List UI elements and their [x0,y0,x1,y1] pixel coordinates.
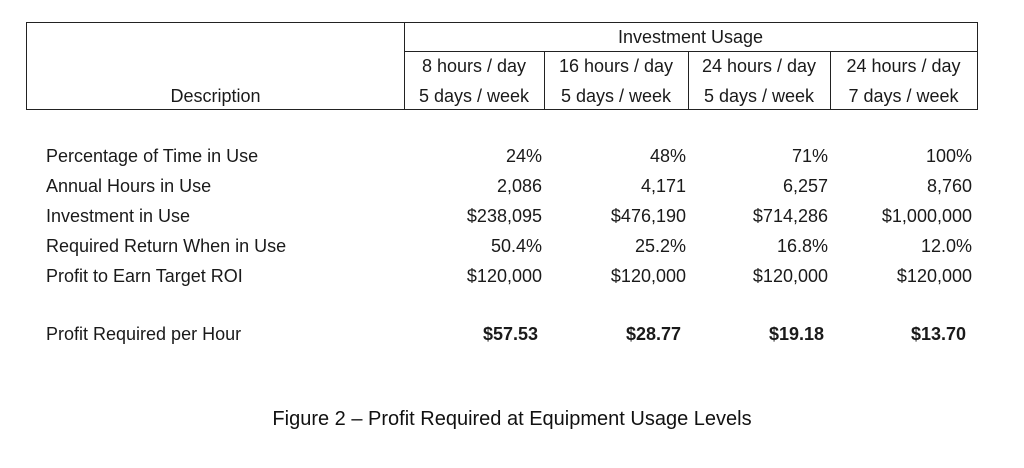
header-divider [544,52,545,109]
column-header-line2: 5 days / week [418,86,530,106]
header-divider [688,52,689,109]
cell-value: $714,286 [752,206,828,226]
column-header-line1: 24 hours / day [846,56,961,76]
description-header: Description [170,86,261,106]
row-label: Profit to Earn Target ROI [46,266,243,286]
header-divider [830,52,831,109]
column-header-line1: 16 hours / day [558,56,674,76]
table-row: Percentage of Time in Use 24% 48% 71% 10… [0,143,1024,169]
group-header: Investment Usage [617,27,764,47]
cell-value: 2,086 [496,176,542,196]
cell-value: $120,000 [896,266,972,286]
cell-value: $476,190 [610,206,686,226]
header-rule [404,51,977,52]
cell-value: $120,000 [610,266,686,286]
column-header-line1: 24 hours / day [701,56,817,76]
row-label: Annual Hours in Use [46,176,212,196]
header-divider [404,23,405,109]
table-row: Annual Hours in Use 2,086 4,171 6,257 8,… [0,173,1024,199]
cell-value: 8,760 [926,176,972,196]
cell-value: 25.2% [634,236,686,256]
cell-value: 71% [791,146,828,166]
cell-value: 48% [649,146,686,166]
table-header: Investment Usage Description 8 hours / d… [26,22,978,110]
total-value: $57.53 [482,324,538,344]
cell-value: 100% [925,146,972,166]
cell-value: 6,257 [782,176,828,196]
cell-value: 4,171 [640,176,686,196]
column-header-line2: 5 days / week [703,86,815,106]
cell-value: 50.4% [490,236,542,256]
total-row-label: Profit Required per Hour [46,324,242,344]
cell-value: $1,000,000 [881,206,972,226]
cell-value: $120,000 [752,266,828,286]
cell-value: 16.8% [776,236,828,256]
cell-value: 12.0% [920,236,972,256]
total-value: $13.70 [910,324,966,344]
total-value: $28.77 [625,324,681,344]
column-header-line2: 7 days / week [848,86,959,106]
cell-value: $238,095 [466,206,542,226]
total-value: $19.18 [768,324,824,344]
row-label: Percentage of Time in Use [46,146,259,166]
row-label: Required Return When in Use [46,236,287,256]
table-row: Investment in Use $238,095 $476,190 $714… [0,203,1024,229]
column-header-line1: 8 hours / day [421,56,527,76]
total-row: Profit Required per Hour $57.53 $28.77 $… [0,321,1024,347]
table-row: Profit to Earn Target ROI $120,000 $120,… [0,263,1024,289]
cell-value: 24% [505,146,542,166]
table-row: Required Return When in Use 50.4% 25.2% … [0,233,1024,259]
cell-value: $120,000 [466,266,542,286]
figure-caption: Figure 2 – Profit Required at Equipment … [272,408,752,430]
column-header-line2: 5 days / week [560,86,672,106]
row-label: Investment in Use [46,206,191,226]
